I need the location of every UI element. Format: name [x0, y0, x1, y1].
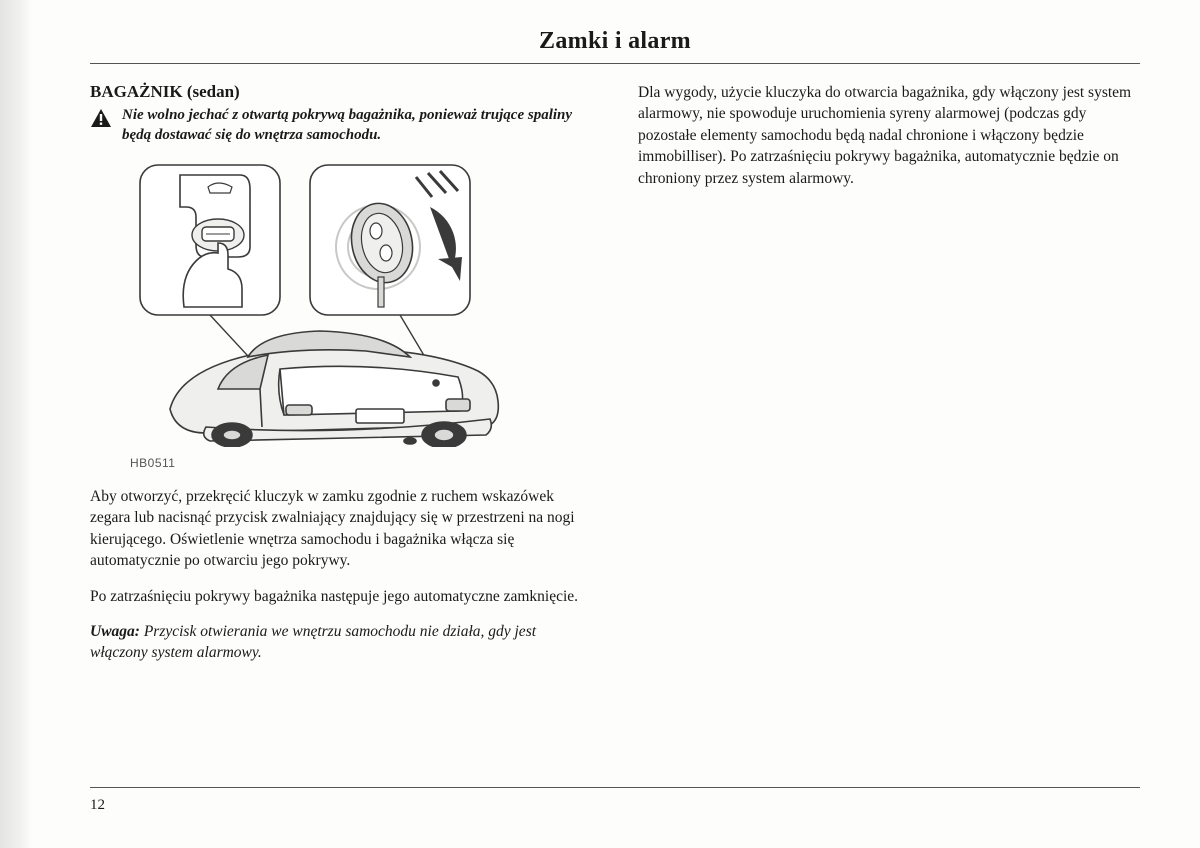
left-column: BAGAŻNIK (sedan) Nie wolno jechać z otwa… — [90, 82, 592, 678]
trunk-illustration — [110, 157, 592, 452]
right-column: Dla wygody, użycie kluczyka do otwarcia … — [638, 82, 1140, 678]
title-rule — [90, 63, 1140, 64]
two-column-layout: BAGAŻNIK (sedan) Nie wolno jechać z otwa… — [90, 82, 1140, 678]
paragraph: Po zatrzaśnięciu pokrywy bagażnika nastę… — [90, 586, 592, 607]
manual-page: Zamki i alarm BAGAŻNIK (sedan) Nie wolno… — [0, 0, 1200, 848]
note-text: Przycisk otwierania we wnętrzu samochodu… — [90, 623, 536, 661]
note-label: Uwaga: — [90, 623, 140, 640]
paragraph: Dla wygody, użycie kluczyka do otwarcia … — [638, 82, 1140, 189]
scan-edge-shadow — [0, 0, 32, 848]
warning-block: Nie wolno jechać z otwartą pokrywą bagaż… — [90, 106, 592, 145]
page-number: 12 — [90, 797, 105, 814]
page-title: Zamki i alarm — [90, 28, 1140, 55]
footer-rule — [90, 787, 1140, 788]
section-heading: BAGAŻNIK (sedan) — [90, 82, 592, 102]
note-paragraph: Uwaga: Przycisk otwierania we wnętrzu sa… — [90, 621, 592, 664]
warning-triangle-icon — [90, 108, 112, 128]
paragraph: Aby otworzyć, przekręcić kluczyk w zamku… — [90, 486, 592, 572]
figure-code: HB0511 — [130, 456, 592, 470]
warning-text: Nie wolno jechać z otwartą pokrywą bagaż… — [122, 106, 592, 145]
